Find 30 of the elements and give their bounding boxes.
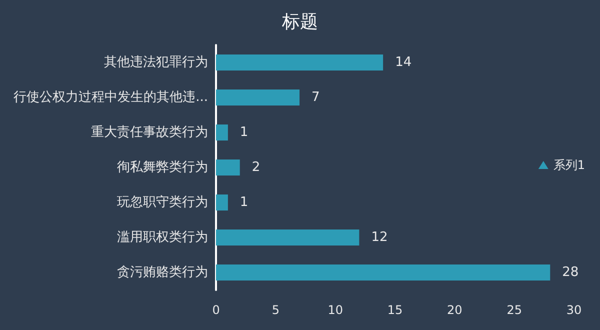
x-tick-label: 25 (506, 303, 522, 317)
x-tick-label: 15 (387, 303, 403, 317)
bar (216, 54, 384, 70)
data-label: 12 (371, 230, 388, 245)
data-label: 2 (252, 160, 260, 175)
x-tick-label: 0 (212, 303, 220, 317)
data-label: 28 (562, 265, 579, 280)
bar (216, 124, 228, 140)
x-tick-label: 30 (566, 303, 582, 317)
x-tick-label: 5 (272, 303, 280, 317)
y-tick-label: 玩忽职守类行为 (117, 195, 208, 210)
data-label: 14 (395, 55, 412, 70)
x-tick-label: 20 (447, 303, 462, 317)
x-tick-label: 10 (328, 303, 343, 317)
y-tick-label: 重大责任事故类行为 (91, 125, 208, 140)
legend-label: 系列1 (553, 158, 586, 172)
data-label: 7 (312, 90, 320, 105)
bar (216, 90, 300, 106)
bar (216, 194, 228, 210)
y-tick-label: 其他违法犯罪行为 (104, 55, 208, 70)
y-tick-label: 滥用职权类行为 (117, 230, 208, 245)
data-label: 1 (240, 125, 248, 140)
chart-title: 标题 (281, 12, 318, 32)
bar (216, 264, 550, 280)
bar (216, 160, 240, 176)
y-tick-label: 贪污贿赂类行为 (117, 265, 208, 280)
y-tick-label: 行使公权力过程中发生的其他违... (14, 90, 208, 105)
bar (216, 230, 360, 246)
data-label: 1 (240, 195, 248, 210)
y-tick-label: 徇私舞弊类行为 (117, 160, 208, 175)
